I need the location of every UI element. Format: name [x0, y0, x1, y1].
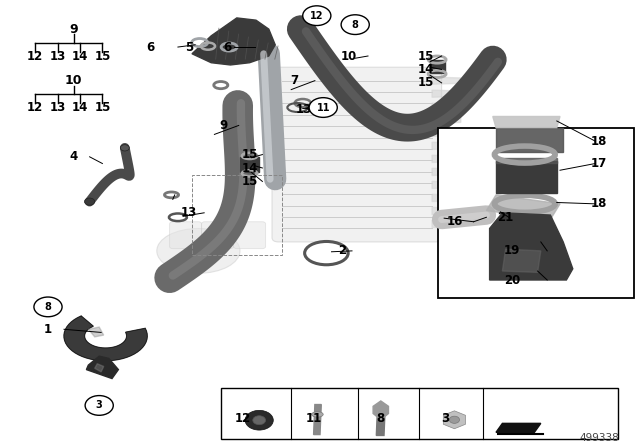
Text: 499338: 499338	[580, 433, 620, 443]
Text: 12: 12	[310, 11, 324, 21]
Text: 9: 9	[69, 22, 78, 36]
Polygon shape	[432, 207, 461, 215]
Circle shape	[84, 198, 95, 205]
Circle shape	[245, 410, 273, 430]
FancyBboxPatch shape	[170, 222, 202, 249]
FancyBboxPatch shape	[438, 128, 634, 298]
Text: 14: 14	[72, 101, 88, 114]
Polygon shape	[95, 364, 104, 372]
Polygon shape	[496, 161, 557, 193]
Polygon shape	[432, 77, 461, 84]
Circle shape	[449, 416, 460, 423]
Text: 3: 3	[96, 401, 102, 410]
Polygon shape	[432, 181, 461, 189]
FancyBboxPatch shape	[202, 222, 234, 249]
Ellipse shape	[157, 228, 240, 273]
Text: 15: 15	[241, 175, 258, 188]
Polygon shape	[486, 195, 560, 220]
Circle shape	[253, 416, 266, 425]
Text: 11: 11	[316, 103, 330, 112]
Text: 10: 10	[65, 74, 83, 87]
Polygon shape	[376, 405, 385, 435]
Text: 15: 15	[94, 49, 111, 63]
Text: 13: 13	[296, 103, 312, 116]
Text: 6: 6	[147, 40, 154, 54]
Text: 12: 12	[27, 49, 44, 63]
Text: 21: 21	[497, 211, 514, 224]
Polygon shape	[64, 316, 147, 361]
Polygon shape	[493, 116, 560, 128]
Text: 9: 9	[220, 119, 228, 132]
Polygon shape	[240, 157, 259, 172]
Text: 15: 15	[94, 101, 111, 114]
Polygon shape	[373, 401, 388, 420]
Polygon shape	[314, 405, 321, 435]
Polygon shape	[432, 168, 461, 176]
Text: 15: 15	[417, 49, 434, 63]
Polygon shape	[432, 116, 461, 123]
Text: 20: 20	[504, 273, 520, 287]
Text: 14: 14	[241, 161, 258, 175]
Text: 13: 13	[49, 49, 66, 63]
Polygon shape	[432, 220, 461, 228]
Text: 10: 10	[340, 49, 357, 63]
Circle shape	[303, 6, 331, 26]
Polygon shape	[432, 129, 461, 136]
Text: 8: 8	[352, 20, 358, 30]
Circle shape	[341, 15, 369, 34]
Polygon shape	[496, 423, 541, 432]
Polygon shape	[432, 194, 461, 202]
Text: 17: 17	[590, 157, 607, 170]
Ellipse shape	[312, 412, 323, 417]
Polygon shape	[432, 90, 461, 97]
Text: 14: 14	[72, 49, 88, 63]
Circle shape	[120, 145, 129, 151]
Polygon shape	[496, 158, 557, 163]
Text: 8: 8	[45, 302, 51, 312]
Text: 15: 15	[241, 148, 258, 161]
Polygon shape	[502, 249, 541, 272]
Text: 5: 5	[185, 40, 193, 54]
Text: 4: 4	[70, 150, 77, 164]
Circle shape	[309, 98, 337, 117]
Text: 13: 13	[49, 101, 66, 114]
Text: 14: 14	[417, 63, 434, 76]
Text: 8: 8	[377, 412, 385, 426]
Polygon shape	[496, 128, 563, 152]
FancyBboxPatch shape	[272, 67, 442, 242]
Text: 18: 18	[590, 134, 607, 148]
Circle shape	[85, 396, 113, 415]
Text: 11: 11	[305, 412, 322, 426]
Text: 18: 18	[590, 197, 607, 211]
Text: 1: 1	[44, 323, 52, 336]
Text: 7: 7	[291, 74, 298, 87]
Polygon shape	[192, 18, 275, 65]
Polygon shape	[430, 60, 445, 73]
Polygon shape	[86, 356, 118, 379]
Text: 19: 19	[504, 244, 520, 258]
Text: 15: 15	[417, 76, 434, 90]
Circle shape	[34, 297, 62, 317]
Text: 3: 3	[441, 412, 449, 426]
Polygon shape	[432, 155, 461, 163]
Text: 16: 16	[446, 215, 463, 228]
Text: 12: 12	[235, 412, 252, 426]
Polygon shape	[444, 411, 465, 429]
Text: 6: 6	[223, 40, 231, 54]
Text: 2: 2	[339, 244, 346, 258]
Polygon shape	[490, 213, 573, 280]
Polygon shape	[432, 142, 461, 149]
Polygon shape	[88, 327, 104, 337]
Polygon shape	[432, 103, 461, 110]
Text: 12: 12	[27, 101, 44, 114]
FancyBboxPatch shape	[221, 388, 618, 439]
FancyBboxPatch shape	[234, 222, 266, 249]
Text: 13: 13	[180, 206, 197, 220]
